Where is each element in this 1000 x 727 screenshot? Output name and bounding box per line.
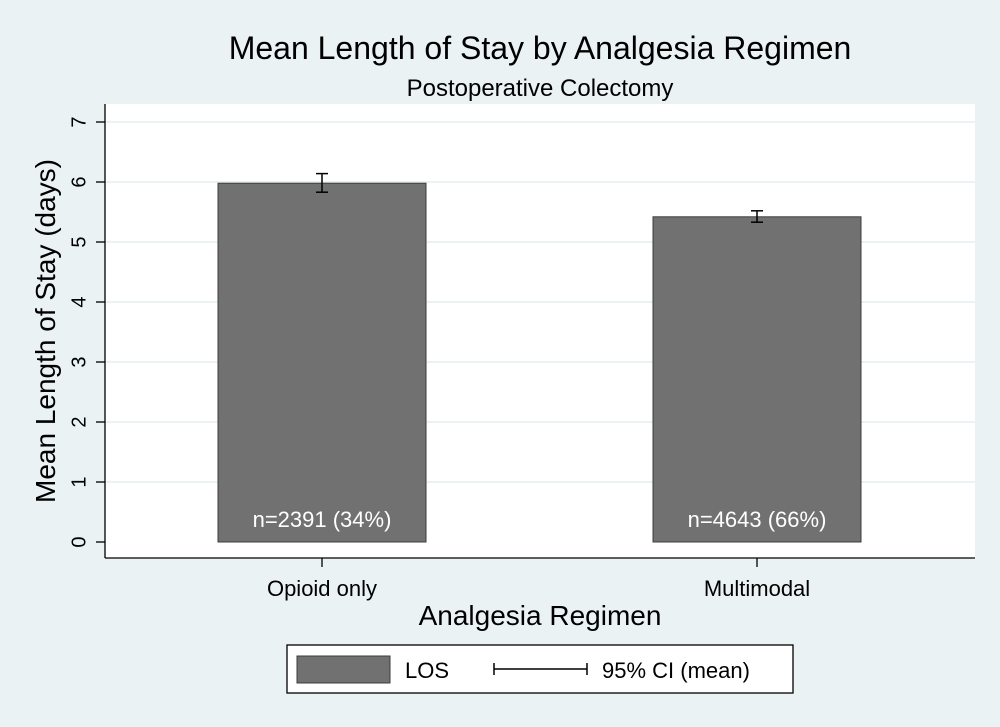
y-tick-label: 1 — [68, 476, 90, 487]
bar-labels: n=2391 (34%) n=4643 (66%) — [253, 507, 827, 532]
legend-ci-symbol — [493, 663, 588, 675]
legend-los-label: LOS — [405, 658, 449, 683]
y-tick-label: 6 — [68, 176, 90, 187]
bar-data-label: n=4643 (66%) — [688, 507, 827, 532]
bar — [652, 216, 862, 543]
bar — [217, 182, 427, 543]
y-tick-label: 7 — [68, 116, 90, 127]
chart-title: Mean Length of Stay by Analgesia Regimen — [229, 30, 852, 66]
y-axis-label: Mean Length of Stay (days) — [30, 159, 61, 503]
x-tick-label: Multimodal — [704, 576, 810, 601]
y-tick-label: 3 — [68, 356, 90, 367]
bars — [217, 182, 862, 543]
legend-los-swatch — [296, 655, 391, 684]
confidence-intervals — [316, 172, 763, 223]
x-axis-label: Analgesia Regimen — [419, 600, 662, 631]
y-tick-label: 2 — [68, 416, 90, 427]
y-axis-ticks: 0 1 2 3 4 5 6 7 — [68, 116, 105, 548]
y-tick-label: 5 — [68, 236, 90, 247]
y-tick-label: 4 — [68, 296, 90, 307]
x-axis-ticks: Opioid only Multimodal — [267, 558, 810, 601]
bar-data-label: n=2391 (34%) — [253, 507, 392, 532]
chart-subtitle: Postoperative Colectomy — [407, 75, 674, 102]
y-tick-label: 0 — [68, 536, 90, 547]
legend: LOS 95% CI (mean) — [286, 644, 794, 694]
x-tick-label: Opioid only — [267, 576, 377, 601]
legend-ci-label: 95% CI (mean) — [602, 658, 750, 683]
